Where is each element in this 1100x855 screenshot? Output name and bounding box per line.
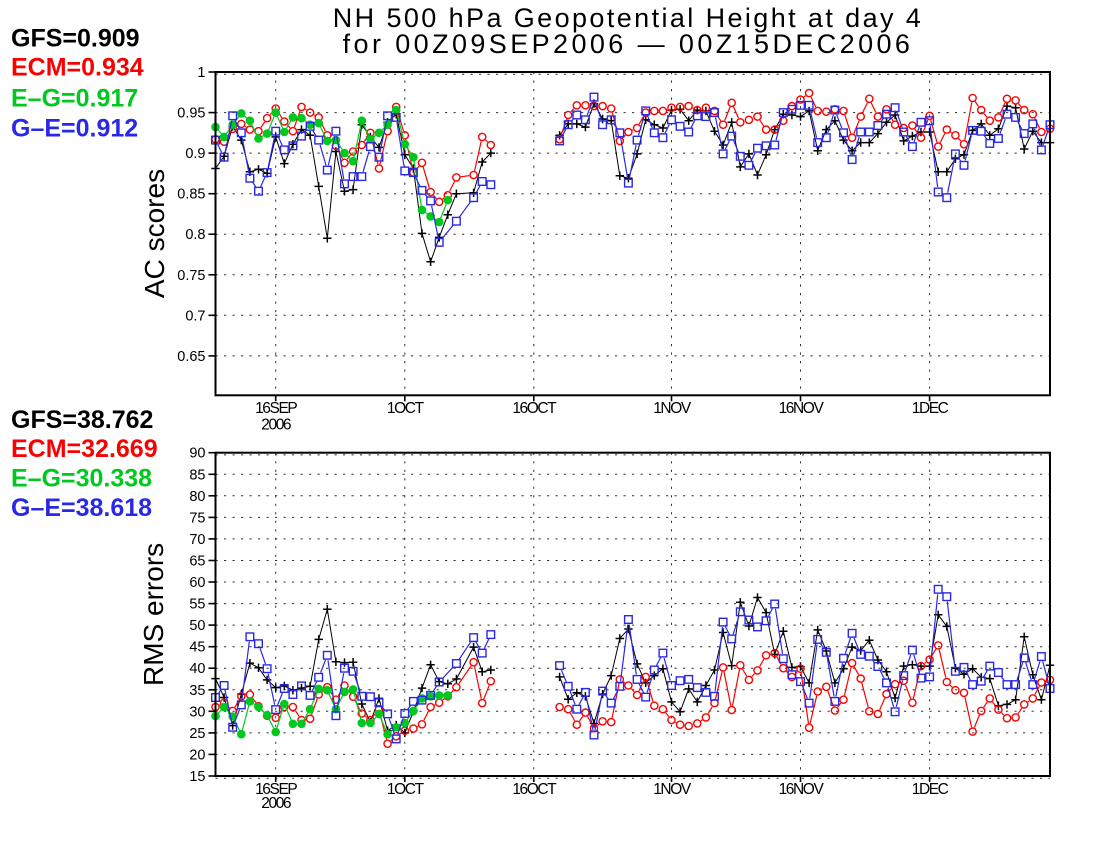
svg-text:45: 45 — [189, 640, 205, 656]
svg-text:16NOV: 16NOV — [779, 781, 825, 798]
svg-text:2006: 2006 — [261, 795, 291, 812]
svg-text:55: 55 — [189, 597, 205, 613]
svg-text:0.8: 0.8 — [185, 227, 205, 243]
svg-text:25: 25 — [189, 726, 205, 742]
svg-text:15: 15 — [189, 769, 205, 785]
svg-text:0.65: 0.65 — [177, 349, 205, 365]
svg-text:80: 80 — [189, 489, 205, 505]
svg-text:1: 1 — [197, 65, 205, 81]
svg-text:30: 30 — [189, 704, 205, 720]
svg-text:AC scores: AC scores — [139, 169, 170, 298]
svg-text:16SEP: 16SEP — [255, 400, 297, 417]
svg-text:NH 500 hPa Geopotential Height: NH 500 hPa Geopotential Height at day 4 — [333, 3, 923, 33]
svg-text:0.9: 0.9 — [185, 146, 205, 162]
svg-text:1NOV: 1NOV — [653, 400, 692, 417]
svg-text:35: 35 — [189, 683, 205, 699]
svg-text:0.7: 0.7 — [185, 308, 205, 324]
svg-text:0.95: 0.95 — [177, 106, 205, 122]
svg-text:16NOV: 16NOV — [779, 400, 825, 417]
svg-text:0.75: 0.75 — [177, 268, 205, 284]
svg-text:for 00Z09SEP2006 — 00Z15DEC200: for 00Z09SEP2006 — 00Z15DEC2006 — [343, 29, 914, 59]
svg-text:0.85: 0.85 — [177, 187, 205, 203]
svg-text:1DEC: 1DEC — [912, 781, 949, 798]
svg-text:ECM=0.934: ECM=0.934 — [11, 53, 144, 81]
svg-text:E–G=0.917: E–G=0.917 — [11, 84, 138, 112]
svg-text:2006: 2006 — [261, 417, 291, 434]
svg-text:1DEC: 1DEC — [912, 400, 949, 417]
svg-text:40: 40 — [189, 661, 205, 677]
svg-text:1OCT: 1OCT — [387, 400, 425, 417]
svg-text:60: 60 — [189, 575, 205, 591]
svg-text:65: 65 — [189, 554, 205, 570]
svg-text:E–G=30.338: E–G=30.338 — [11, 465, 152, 493]
svg-text:16SEP: 16SEP — [255, 781, 297, 798]
svg-text:G–E=38.618: G–E=38.618 — [11, 494, 152, 522]
svg-text:RMS errors: RMS errors — [138, 543, 169, 686]
svg-text:90: 90 — [189, 446, 205, 462]
svg-text:75: 75 — [189, 510, 205, 526]
svg-text:16OCT: 16OCT — [512, 400, 557, 417]
svg-text:70: 70 — [189, 532, 205, 548]
svg-text:1NOV: 1NOV — [653, 781, 692, 798]
svg-text:ECM=32.669: ECM=32.669 — [11, 435, 158, 463]
svg-text:50: 50 — [189, 618, 205, 634]
svg-text:16OCT: 16OCT — [512, 781, 557, 798]
svg-text:GFS=0.909: GFS=0.909 — [11, 24, 140, 52]
svg-text:20: 20 — [189, 747, 205, 763]
svg-text:1OCT: 1OCT — [387, 781, 425, 798]
svg-text:GFS=38.762: GFS=38.762 — [11, 406, 153, 434]
svg-text:85: 85 — [189, 467, 205, 483]
svg-text:G–E=0.912: G–E=0.912 — [11, 114, 138, 142]
